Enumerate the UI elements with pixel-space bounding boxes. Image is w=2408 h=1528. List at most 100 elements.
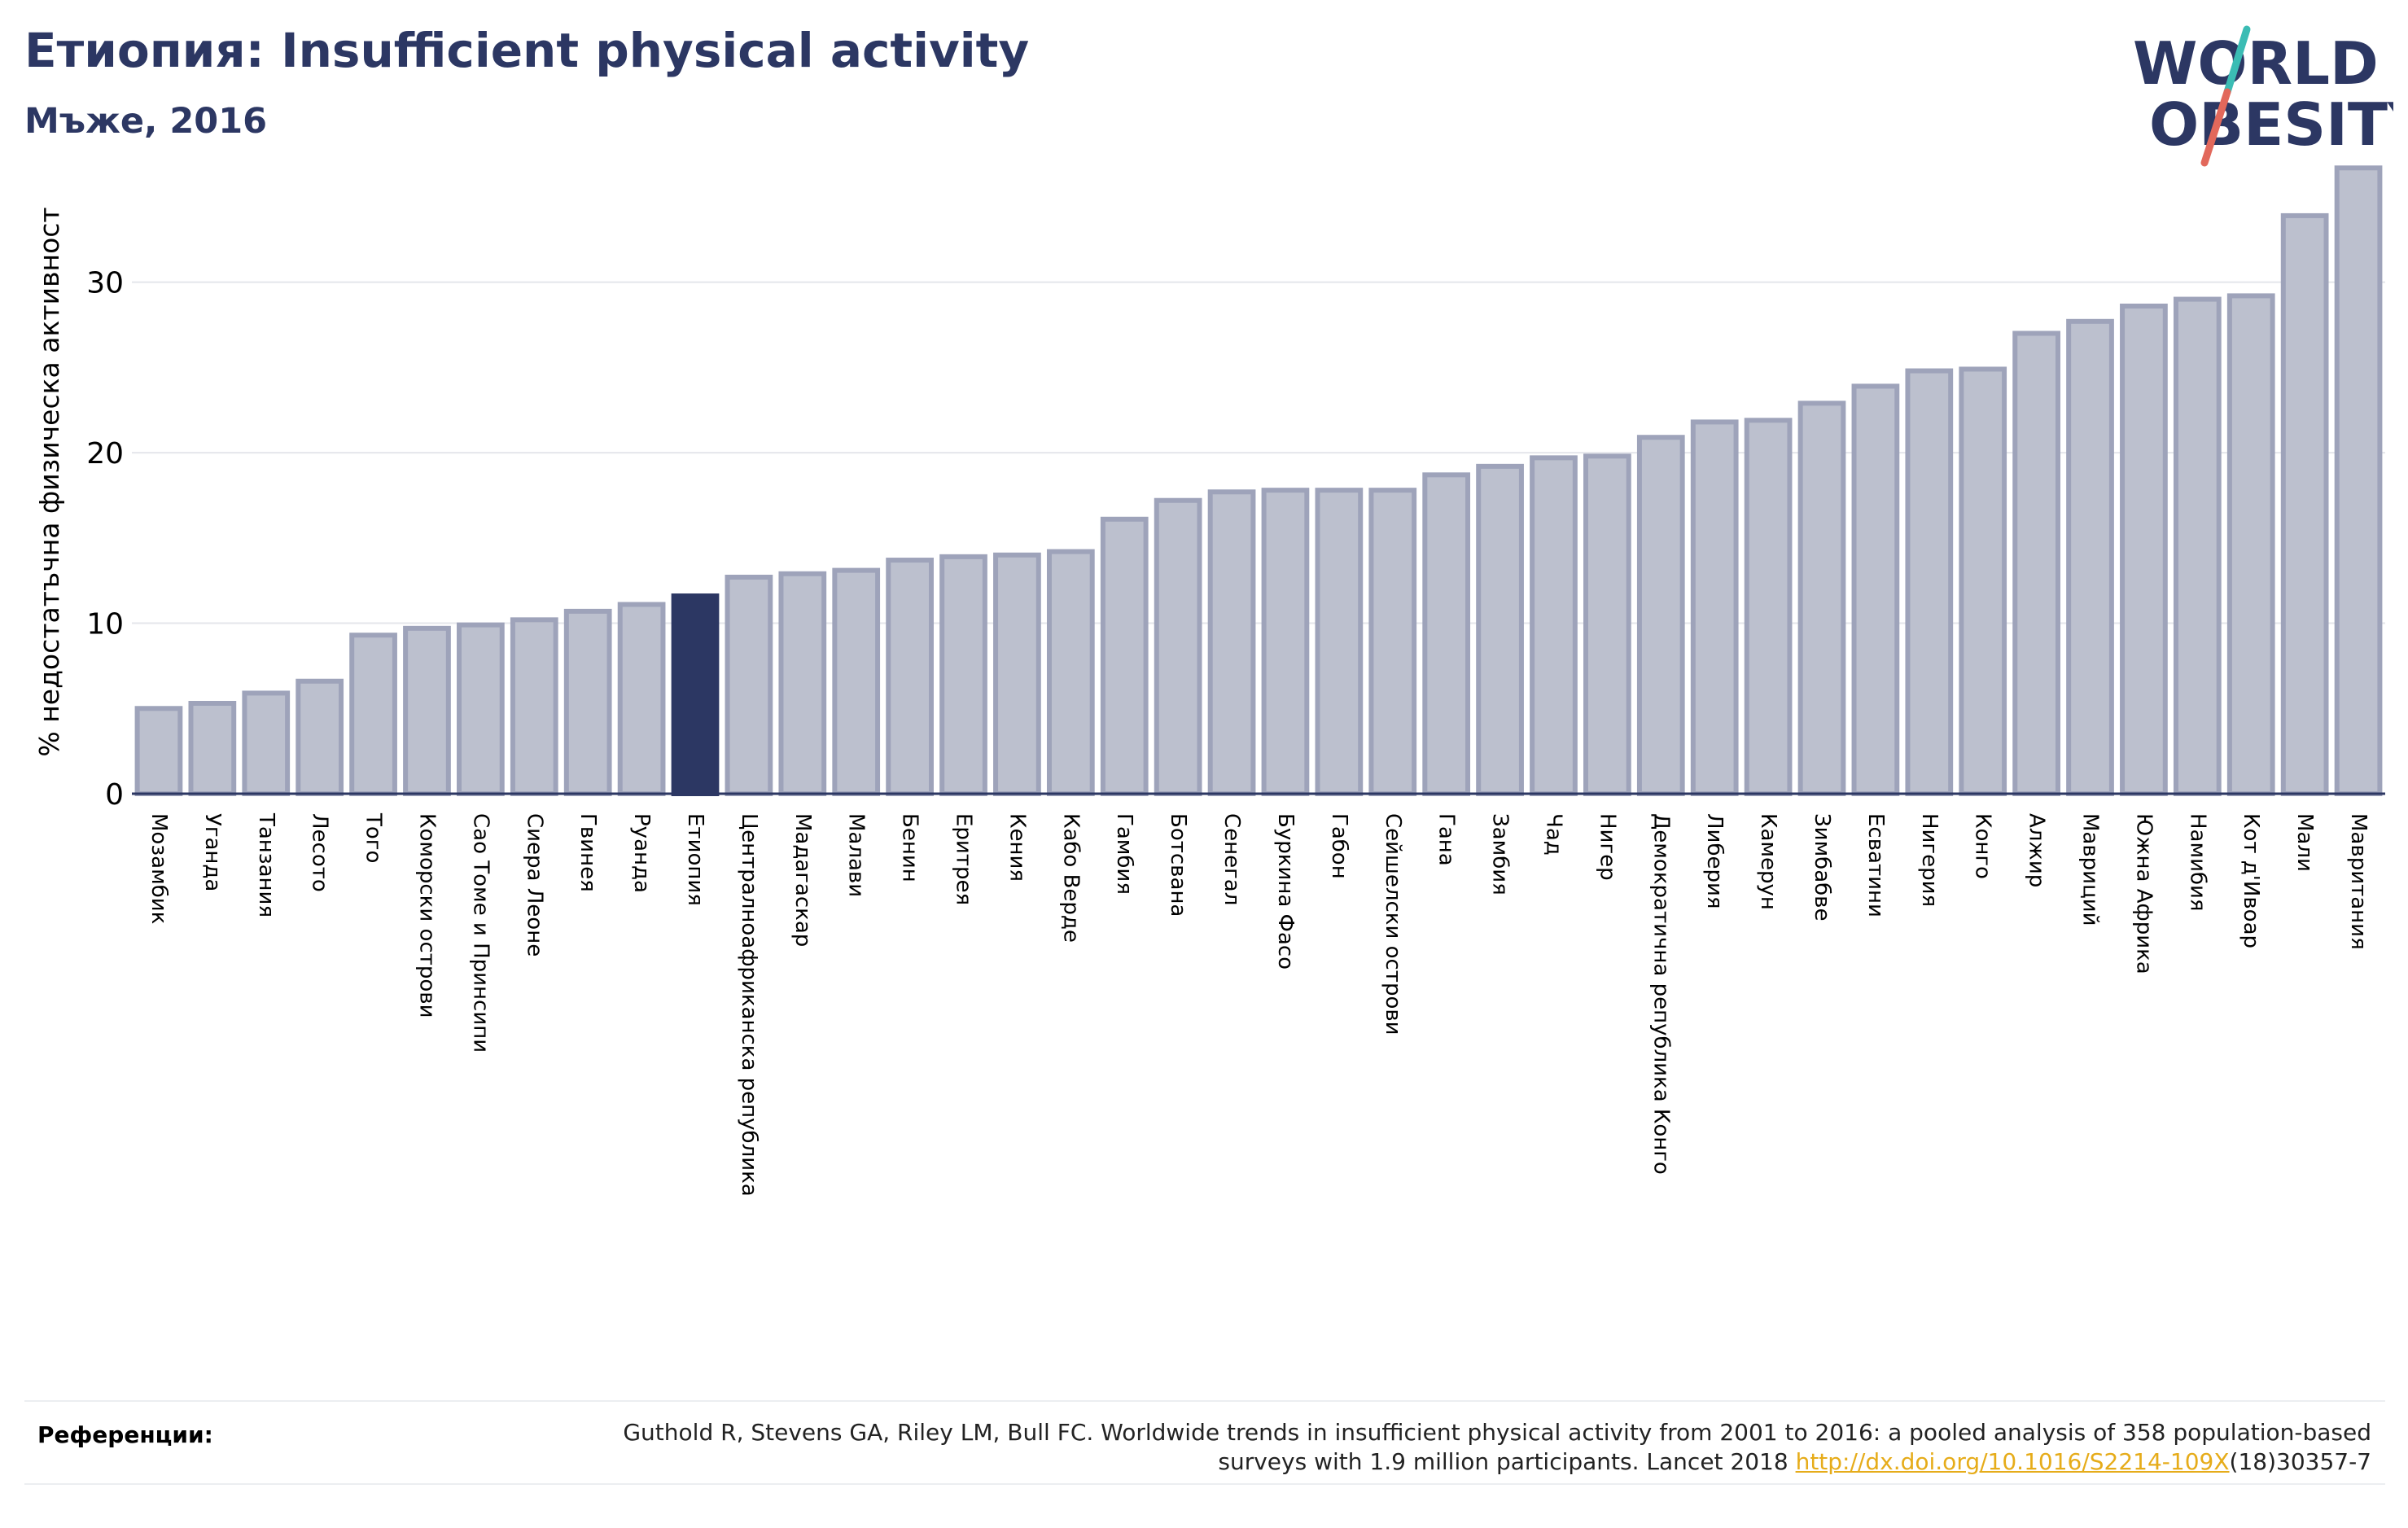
x-tick-label: Кабо Верде [1058, 813, 1083, 943]
references-bottom-divider [24, 1483, 2385, 1485]
bar-country [1583, 453, 1631, 796]
y-tick-label: 0 [105, 778, 124, 812]
x-tick-label: Лесото [308, 813, 332, 892]
x-tick-label: Нигер [1595, 813, 1619, 881]
y-axis-label: % недостатъчна физическа активност [33, 207, 65, 756]
references-label: Референции: [37, 1421, 213, 1448]
y-tick-label: 30 [86, 267, 124, 300]
bar-country [2334, 165, 2383, 796]
bar-country [510, 617, 558, 797]
x-tick-label: Сейшелски острови [1381, 813, 1405, 1035]
x-tick-label: Мадагаскар [790, 813, 815, 947]
logo-line-obesity: OBESITY [2149, 90, 2393, 159]
bar-country [1207, 489, 1256, 797]
bar-country [1959, 366, 2007, 797]
x-tick-label: Того [361, 812, 386, 863]
bar-country [563, 608, 612, 796]
x-tick-label: Уганда [200, 813, 225, 891]
logo-line-world: WORLD [2133, 29, 2379, 98]
x-tick-label: Намибия [2185, 813, 2209, 912]
x-tick-label: Чад [1541, 813, 1565, 856]
x-tick-label: Буркина Фасо [1273, 813, 1298, 970]
bar-country [1905, 368, 1954, 796]
bar-country [2173, 296, 2222, 796]
x-tick-label: Кения [1005, 813, 1029, 882]
x-tick-label: Сенегал [1219, 813, 1244, 905]
references-doi-link[interactable]: http://dx.doi.org/10.1016/S2214-109X [1795, 1448, 2230, 1475]
x-tick-label: Малави [844, 813, 869, 897]
bar-country [2280, 212, 2329, 796]
x-tick-label: Гвинея [576, 813, 600, 892]
chart-subtitle: Мъже, 2016 [24, 101, 268, 142]
x-tick-label: Ботсвана [1166, 813, 1190, 917]
bar-country [1315, 488, 1364, 796]
x-tick-label: Либерия [1702, 813, 1727, 909]
bar-country [1744, 418, 1793, 797]
bar-highlight [671, 593, 720, 797]
bar-country [457, 622, 505, 796]
bar-country [778, 571, 827, 796]
x-tick-label: Мозамбик [147, 813, 171, 924]
chart-title: Етиопия: Insufficient physical activity [24, 23, 1030, 78]
y-tick-labels: 0 10 20 30 [86, 267, 124, 812]
bar-country [725, 574, 773, 797]
bar-country [886, 558, 934, 796]
x-tick-label: Танзания [254, 812, 278, 917]
bar-country [939, 554, 987, 797]
bar-country [2120, 303, 2168, 797]
x-tick-label: Кот д'Ивоар [2239, 813, 2263, 948]
x-tick-label: Камерун [1756, 813, 1780, 910]
bar-country [242, 690, 291, 797]
references-citation-suffix: (18)30357-7 [2229, 1448, 2371, 1475]
x-tick-label: Есватини [1863, 813, 1888, 917]
bar-country [1261, 488, 1310, 796]
bar-country [1368, 488, 1417, 796]
x-tick-label: Гамбия [1112, 813, 1136, 895]
world-obesity-logo: WORLD OBESITY [2133, 25, 2393, 167]
bar-country [1046, 549, 1095, 796]
references-citation: Guthold R, Stevens GA, Riley LM, Bull FC… [623, 1419, 2371, 1475]
x-tick-label: Руанда [629, 813, 654, 893]
bar-country [349, 633, 397, 796]
bar-country [1690, 419, 1739, 796]
x-tick-label: Мавриций [2078, 813, 2103, 926]
bar-country [2012, 331, 2060, 796]
x-tick-label: Замбия [1488, 813, 1513, 895]
x-tick-label: Мавритания [2346, 813, 2371, 950]
x-tick-label: Демократична република Конго [1648, 813, 1673, 1175]
x-tick-label: Еритрея [952, 813, 976, 905]
bar-country [993, 552, 1041, 797]
bar-country [1851, 383, 1900, 796]
bar-country [1154, 497, 1202, 796]
bar-country [134, 706, 183, 796]
bars [134, 165, 2383, 797]
grid-lines [132, 281, 2385, 624]
bar-country [1797, 401, 1846, 796]
x-tick-label: Южна Африка [2131, 813, 2156, 974]
bar-chart: 0 10 20 30 Мозамбик Уганда Танзания Лесото Того… [33, 165, 2385, 1197]
x-tick-label: Нигерия [1917, 813, 1942, 907]
x-tick-label: Габон [1327, 813, 1351, 879]
x-tick-label: Сао Томе и Принсипи [468, 813, 493, 1053]
x-tick-label: Гана [1434, 813, 1459, 866]
x-tick-label: Етиопия [683, 813, 707, 906]
y-tick-label: 20 [86, 437, 124, 471]
bar-country [1636, 435, 1685, 796]
x-tick-label: Алжир [2025, 813, 2049, 887]
bar-country [832, 567, 881, 796]
bar-country [296, 678, 344, 797]
bar-country [188, 700, 237, 797]
bar-country [1476, 463, 1524, 796]
logo-slash-red [2200, 88, 2231, 167]
y-tick-label: 10 [86, 608, 124, 641]
x-tick-label: Коморски острови [414, 813, 439, 1018]
bar-country [1422, 472, 1471, 796]
bar-country [403, 625, 451, 797]
references-text: Guthold R, Stevens GA, Riley LM, Bull FC… [580, 1418, 2371, 1477]
bar-country [1100, 516, 1149, 796]
bar-country [2226, 293, 2275, 797]
x-tick-label: Мали [2292, 813, 2317, 872]
logo-slash-teal [2223, 25, 2251, 96]
x-tick-label: Сиера Леоне [522, 813, 546, 957]
bar-country [2066, 318, 2114, 796]
